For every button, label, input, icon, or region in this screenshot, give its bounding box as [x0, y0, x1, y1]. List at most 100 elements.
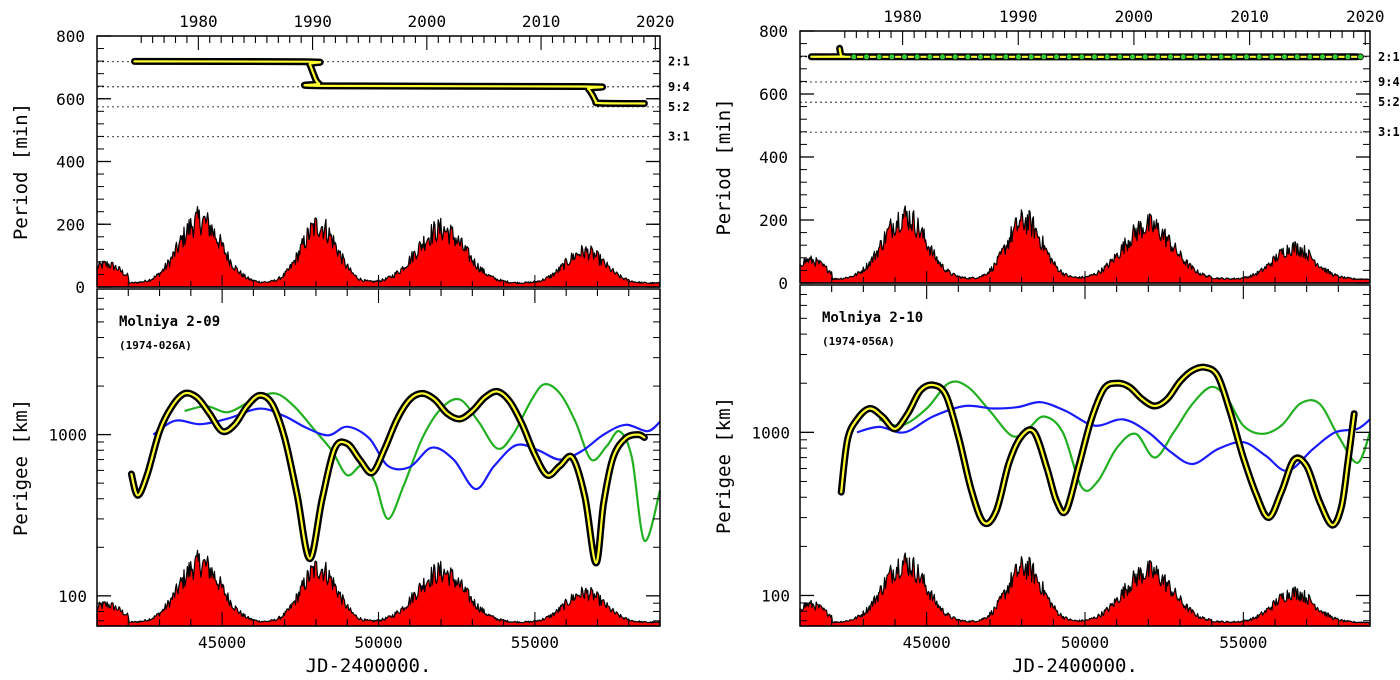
period-marker	[1154, 53, 1162, 61]
period-marker	[1217, 53, 1225, 61]
period-marker	[1344, 53, 1352, 61]
year-tick-label: 2000	[1115, 7, 1154, 26]
perigee-series-right	[837, 363, 1372, 529]
period-marker	[1319, 53, 1326, 61]
chart-right: 0 200 400 600 800 1980 1990 2000 2010 2020 2:1 9:…	[713, 7, 1400, 677]
perigee-blue-line	[152, 407, 661, 491]
resonance-label: 9:4	[668, 80, 690, 94]
period-marker	[1167, 53, 1174, 61]
perigee-series-line	[130, 390, 646, 565]
year-tick-label: 2020	[1346, 7, 1385, 26]
period-marker	[951, 53, 959, 61]
perigee-tick-label: 100	[58, 587, 87, 606]
period-tick-label: 400	[759, 148, 788, 167]
period-ticks-right: 0 200 400 600 800	[759, 22, 1371, 293]
resonance-labels-right: 2:1 9:4 5:2 3:1	[1378, 50, 1400, 139]
period-marker	[989, 53, 997, 61]
period-marker	[1053, 53, 1060, 61]
x-tick-label: 55000	[511, 633, 559, 652]
period-tick-label: 400	[56, 153, 85, 172]
resonance-labels-left: 2:1 9:4 5:2 3:1	[668, 55, 690, 144]
period-marker	[1331, 53, 1339, 61]
satellite-name-left: Molniya 2-09	[119, 314, 220, 330]
period-marker	[1281, 53, 1288, 61]
period-series-right	[808, 44, 1364, 61]
period-marker	[1179, 53, 1187, 61]
perigee-panel-right: 100 1000 45000 50000 55000 Molniya 2-10 (197…	[713, 284, 1372, 677]
year-ticks-left: 1980 1990 2000 2010 2020	[140, 12, 675, 50]
period-marker	[926, 53, 934, 61]
period-marker	[1306, 53, 1314, 61]
perigee-tick-label: 100	[761, 586, 790, 605]
perigee-series-left	[127, 383, 662, 567]
solar-activity-period-left	[96, 206, 661, 288]
period-marker	[1293, 53, 1301, 61]
period-series-line	[133, 60, 646, 105]
period-tick-label: 200	[759, 211, 788, 230]
year-tick-label: 1980	[883, 7, 922, 26]
period-marker	[1116, 53, 1124, 61]
period-marker	[888, 53, 896, 61]
x-tick-label: 50000	[354, 633, 402, 652]
period-marker	[850, 53, 858, 61]
period-tick-label: 800	[759, 22, 788, 41]
x-tick-label: 45000	[903, 633, 951, 652]
x-tick-label: 45000	[198, 633, 246, 652]
satellite-name-right: Molniya 2-10	[822, 310, 923, 326]
period-marker	[1268, 53, 1276, 61]
period-marker	[1255, 53, 1263, 61]
period-marker	[1091, 53, 1098, 61]
year-tick-label: 2020	[636, 12, 675, 31]
period-marker	[913, 53, 921, 61]
period-marker	[1078, 53, 1086, 61]
year-tick-label: 1990	[293, 12, 332, 31]
period-panel-right: 0 200 400 600 800 1980 1990 2000 2010 2020 2:1 9:…	[713, 7, 1400, 293]
year-ticks-right: 1980 1990 2000 2010 2020	[844, 7, 1385, 45]
period-panel-left: 0 200 400 600 800 1980 1990 2000 2010 2020 2:1 9:…	[10, 12, 690, 297]
perigee-tick-label: 1000	[751, 423, 790, 442]
year-tick-label: 2010	[522, 12, 561, 31]
perigee-green-line	[878, 380, 1372, 492]
period-axis-label-right: Period [min]	[713, 98, 735, 235]
period-series-outline	[131, 57, 648, 107]
resonance-lines-left	[97, 61, 660, 138]
period-ticks-left: 0 200 400 600 800	[56, 27, 661, 297]
perigee-axis-label-left: Perigee [km]	[10, 399, 32, 536]
perigee-ticks-right: 100 1000 45000 50000 55000	[751, 285, 1371, 652]
cospar-id-right: (1974-056A)	[822, 335, 895, 348]
perigee-series-line	[840, 366, 1356, 527]
period-tick-label: 800	[56, 27, 85, 46]
period-marker	[1357, 53, 1364, 61]
period-marker	[1103, 53, 1111, 61]
year-tick-label: 2000	[408, 12, 447, 31]
resonance-label: 9:4	[1378, 75, 1400, 89]
period-marker	[863, 53, 870, 61]
year-tick-label: 1980	[179, 12, 218, 31]
resonance-label: 2:1	[668, 55, 690, 69]
perigee-panel-left: 100 1000 45000 50000 55000 Molniya 2-09 (197…	[10, 288, 662, 677]
period-marker	[1040, 53, 1048, 61]
year-tick-label: 1990	[999, 7, 1038, 26]
period-marker	[1192, 53, 1200, 61]
period-marker	[1243, 53, 1250, 61]
period-tick-label: 600	[759, 85, 788, 104]
x-tick-label: 55000	[1219, 633, 1267, 652]
period-marker	[1141, 53, 1149, 61]
solar-activity-silhouette	[96, 206, 661, 288]
chart-left: 0 200 400 600 800 1980 1990 2000 2010 2020 2:1 9:…	[10, 12, 690, 677]
x-tick-label: 50000	[1061, 633, 1109, 652]
perigee-series-outline	[127, 387, 648, 567]
period-marker	[977, 53, 984, 61]
resonance-label: 3:1	[668, 130, 690, 144]
period-tick-label: 200	[56, 215, 85, 234]
period-marker	[964, 53, 972, 61]
period-marker	[901, 53, 908, 61]
period-marker	[875, 53, 883, 61]
period-axis-label-left: Period [min]	[10, 103, 32, 240]
period-marker	[1129, 53, 1136, 61]
period-tick-label: 600	[56, 90, 85, 109]
period-marker	[1230, 53, 1238, 61]
resonance-label: 2:1	[1378, 50, 1400, 64]
perigee-ticks-left: 100 1000 45000 50000 55000	[48, 289, 661, 652]
